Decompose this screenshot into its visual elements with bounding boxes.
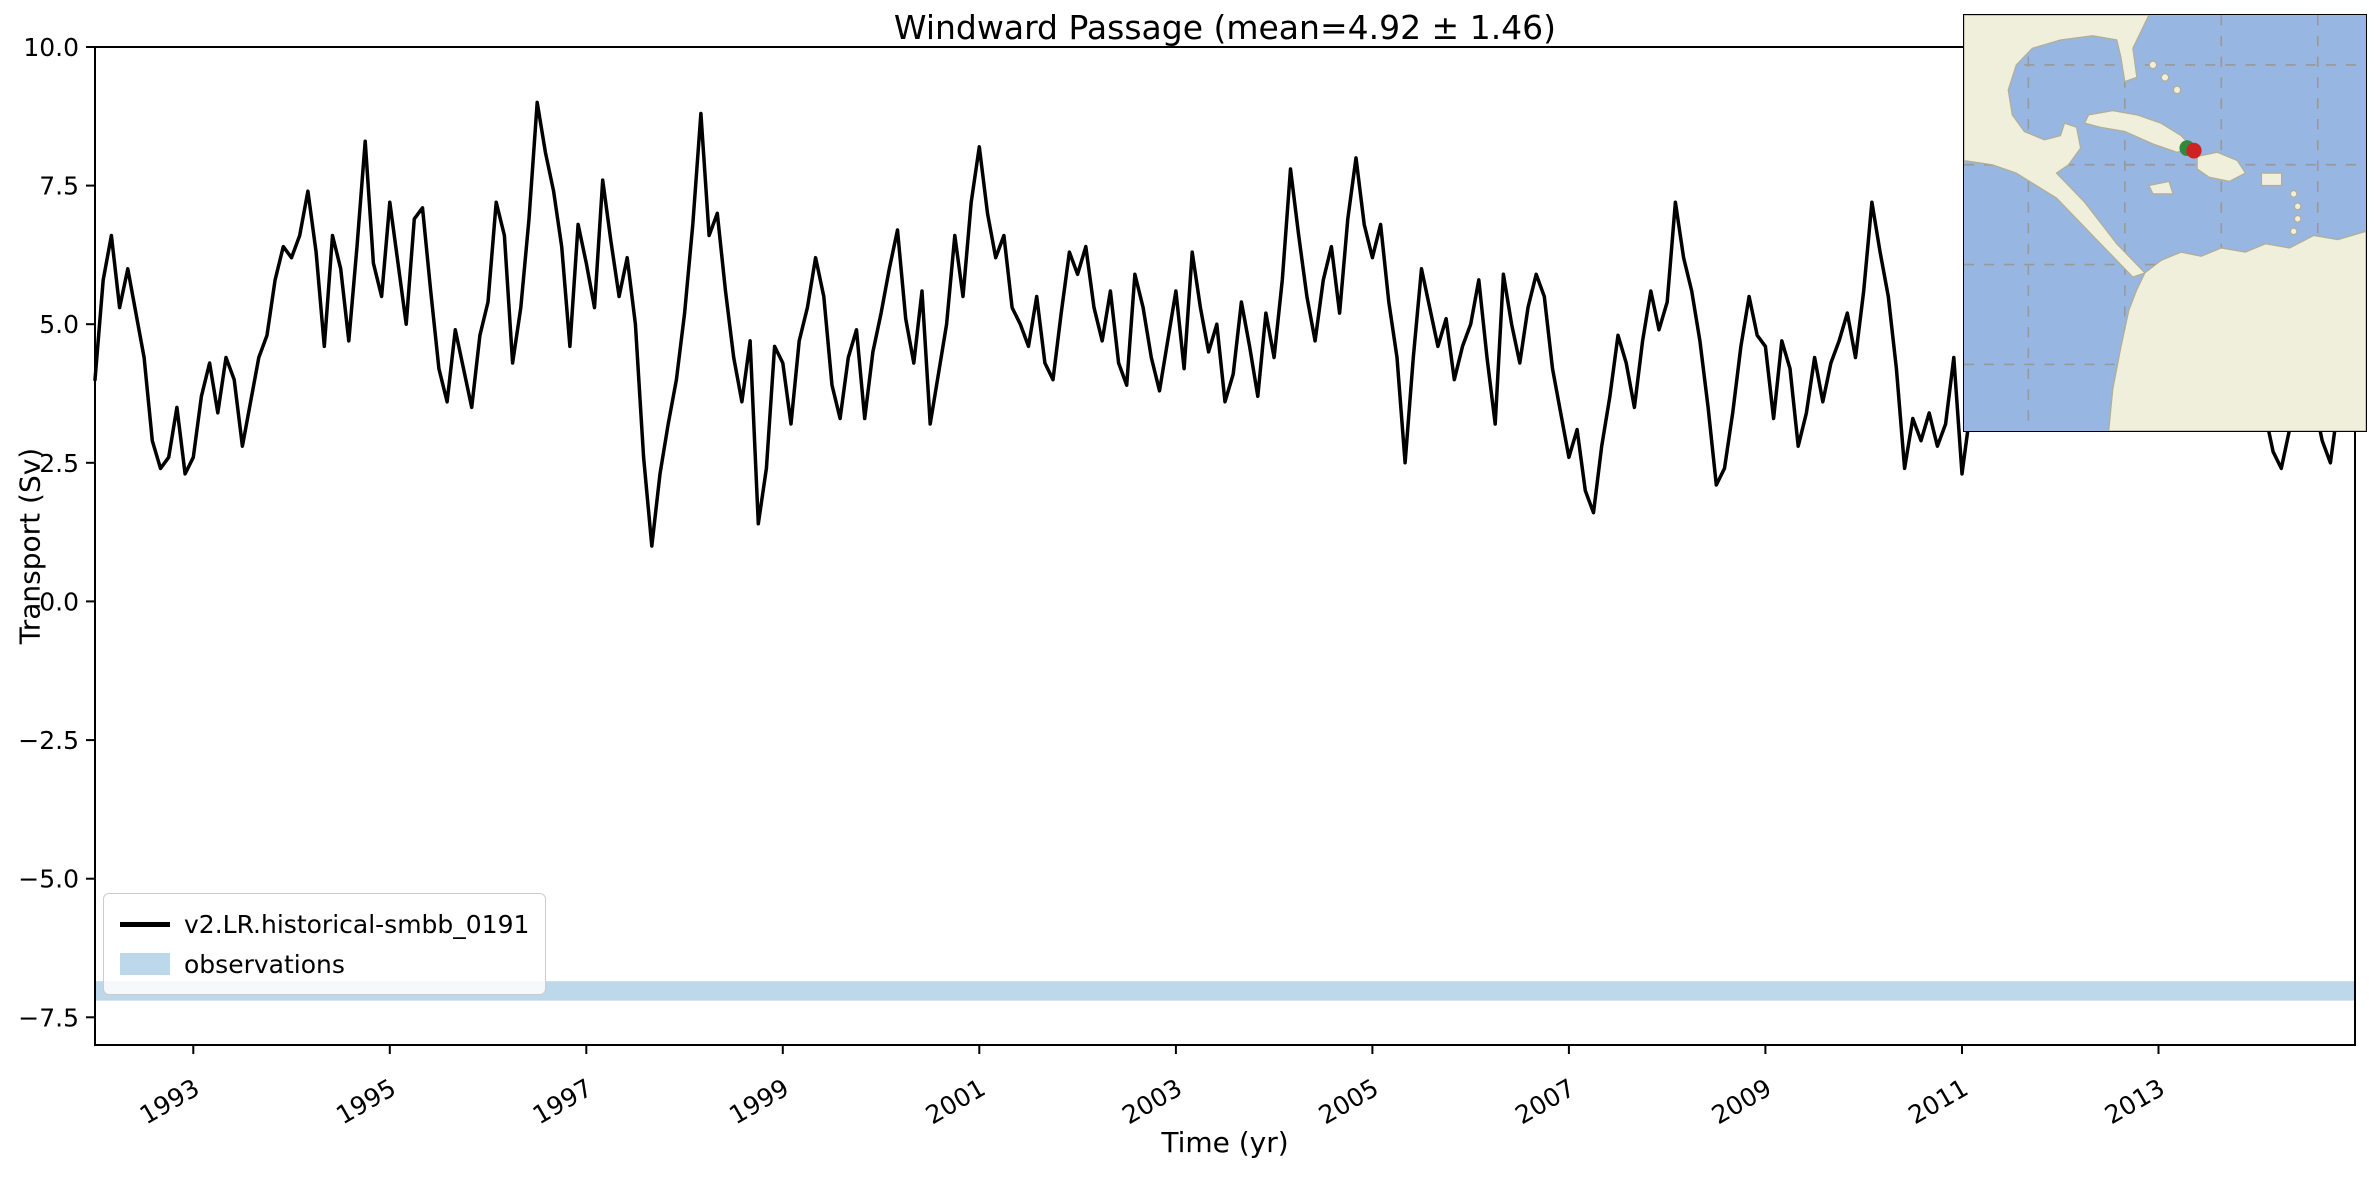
map-antilles [2289,227,2298,236]
map-hispaniola [2196,151,2247,183]
map-bahamas [2160,73,2170,82]
y-tick-label: −7.5 [18,1003,79,1032]
x-tick-label: 2013 [2100,1073,2170,1130]
x-tick-label: 1999 [724,1073,794,1130]
x-tick-label: 1995 [331,1073,401,1130]
map-bahamas [2172,85,2182,95]
x-tick-label: 2007 [1510,1073,1580,1130]
map-north-central-america [1964,15,2150,278]
y-axis-label: Transport (Sv) [13,447,47,645]
y-tick-label: 2.5 [39,449,79,478]
map-jamaica [2148,180,2174,195]
legend: v2.LR.historical-smbb_0191 observations [103,893,547,995]
y-tick-label: −5.0 [18,865,79,894]
map-marker-red [2186,142,2202,159]
inset-map [1963,14,2367,432]
chart-title: Windward Passage (mean=4.92 ± 1.46) [893,8,1557,47]
map-bahamas [2148,60,2158,70]
y-tick-label: 10.0 [23,33,79,62]
legend-label-observations: observations [184,949,345,979]
observations-band [95,981,2355,1001]
x-tick-label: 1993 [135,1073,205,1130]
y-tick-label: 5.0 [39,310,79,339]
inset-map-svg [1964,15,2366,431]
x-tick-label: 2003 [1117,1073,1187,1130]
map-antilles [2289,189,2298,198]
y-tick-label: 0.0 [39,587,79,616]
legend-patch-swatch [120,953,170,975]
legend-row-observations: observations [120,944,529,984]
x-tick-label: 2001 [921,1073,991,1130]
x-tick-label: 2011 [1903,1073,1973,1130]
map-land [1964,15,2366,431]
x-tick-label: 2009 [1707,1073,1777,1130]
map-south-america [2108,230,2366,431]
x-tick-label: 1997 [528,1073,598,1130]
y-tick-label: −2.5 [18,726,79,755]
map-antilles [2293,214,2302,223]
legend-label-model: v2.LR.historical-smbb_0191 [184,909,530,939]
legend-row-model: v2.LR.historical-smbb_0191 [120,904,529,944]
map-antilles [2293,202,2302,211]
y-tick-label: 7.5 [39,172,79,201]
x-tick-label: 2005 [1314,1073,1384,1130]
legend-line-swatch [120,921,170,927]
x-axis-label: Time (yr) [1161,1126,1289,1159]
axes-spines [94,46,2356,1046]
map-puerto-rico [2260,172,2283,187]
